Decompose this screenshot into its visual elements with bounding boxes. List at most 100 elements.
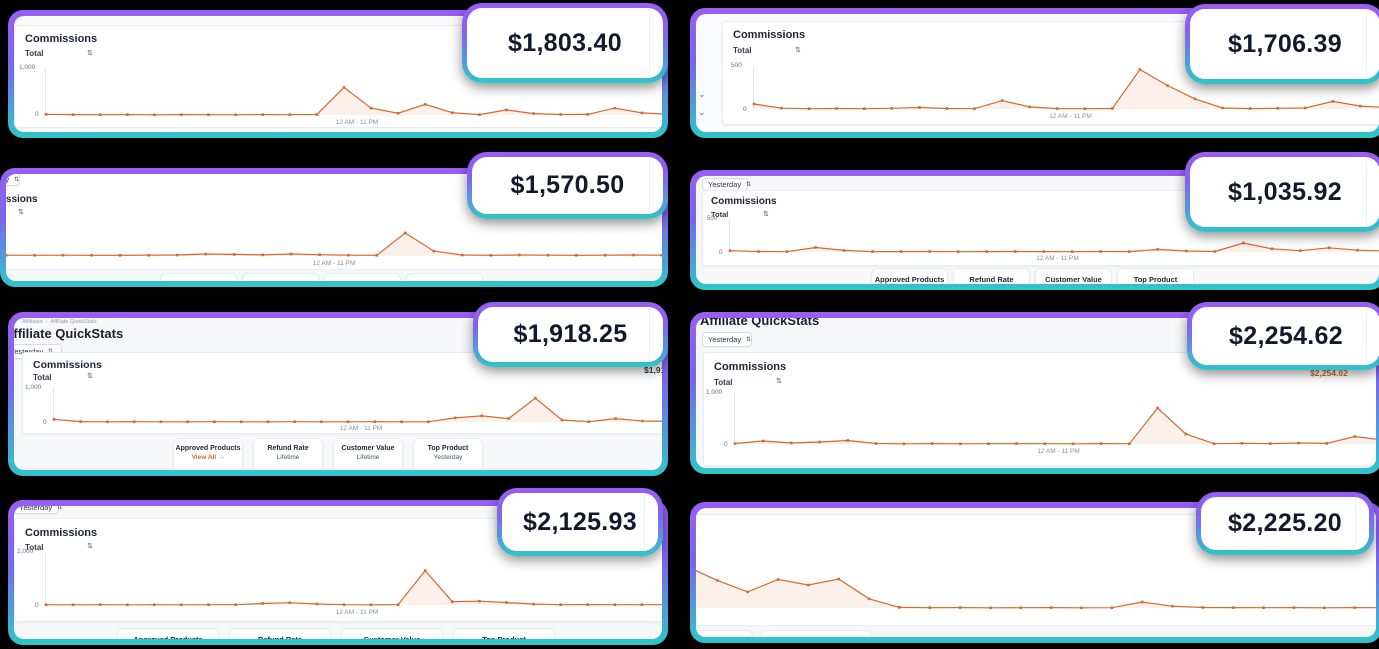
period-dropdown[interactable]: Yesterday ⇅ — [702, 332, 752, 347]
quickstats-tab-approved-products[interactable]: Approved Products View All → — [117, 628, 219, 639]
chevron-down-icon[interactable]: ⌄ — [698, 107, 706, 117]
dashboard-panel-5: Affiliates › Affiliate QuickStats Affiliat… — [8, 312, 668, 476]
sort-icon[interactable]: ⇅ — [87, 50, 93, 57]
dashboard-panel-4: Yesterday ⇅ Commissions Total ⇅ 500 0 12… — [690, 170, 1379, 290]
sort-icon[interactable]: ⇅ — [795, 47, 801, 54]
y-axis-max-label: 1,000 — [19, 64, 36, 71]
commissions-chart — [728, 219, 1379, 253]
metric-label: Total — [25, 49, 44, 58]
y-axis-zero-label: 0 — [35, 111, 39, 118]
quickstats-tab-customer-value[interactable]: Customer Value Lifetime — [696, 630, 753, 637]
sort-icon[interactable]: ⇅ — [87, 543, 93, 550]
badge-amount: $1,918.25 — [513, 320, 628, 348]
commissions-card: Commissions Total ⇅ 1,000 0 12 AM - 11 P… — [703, 352, 1376, 466]
commissions-title: Commissions — [733, 29, 806, 41]
tab-title: Approved Products — [874, 275, 945, 284]
commissions-title: Commissions — [714, 361, 787, 373]
tab-subtitle: View All → — [191, 454, 225, 461]
period-dropdown-label: Yesterday — [708, 335, 742, 344]
period-dropdown[interactable]: Yesterday ⇅ — [14, 506, 62, 514]
quickstats-tab-refund-rate[interactable]: Refund Rate Lifetime — [953, 268, 1030, 284]
commissions-chart — [752, 66, 1379, 110]
period-dropdown-label: Yesterday — [6, 174, 10, 184]
commissions-title: Commissions — [25, 527, 98, 539]
badge-amount: $2,225.20 — [1228, 509, 1342, 537]
quickstats-tab-approved-products[interactable]: Approved Products View All → — [173, 438, 243, 470]
quickstats-tab-customer-value[interactable]: Customer Value Lifetime — [324, 273, 401, 281]
commission-total-badge: $2,225.20 — [1196, 492, 1374, 555]
commission-total-badge: $2,125.93 — [497, 488, 663, 556]
quickstats-tab-top-product[interactable]: Top Product Yesterday — [1117, 268, 1194, 284]
commissions-title: Commissions — [6, 194, 38, 205]
metric-label: Total — [711, 210, 729, 219]
commissions-card: Commissions Total ⇅ 1,000 0 12 AM - 11 P… — [22, 352, 662, 434]
badge-amount: $2,125.93 — [523, 507, 637, 536]
quickstats-tab-top-product[interactable]: Top Product Yesterday — [406, 273, 483, 281]
y-axis-max-label: 1,000 — [25, 384, 42, 391]
tab-title: Refund Rate — [230, 635, 330, 639]
y-axis-zero-label: 0 — [719, 249, 723, 256]
tab-title: Customer Value — [341, 445, 395, 452]
quickstats-tab-refund-rate[interactable]: Refund Rate Lifetime — [253, 438, 323, 470]
select-caret-icon: ⇅ — [14, 176, 20, 183]
x-axis-label: 12 AM - 11 PM — [335, 119, 379, 126]
commission-total-badge: $1,570.50 — [467, 152, 668, 219]
tab-title: Customer Value — [1045, 275, 1102, 284]
badge-amount: $1,706.39 — [1228, 29, 1342, 58]
badge-amount: $1,570.50 — [510, 171, 625, 199]
quickstats-tab-customer-value[interactable]: Customer Value Lifetime — [341, 628, 443, 639]
quickstats-tab-top-product[interactable]: Top Product Yesterday — [761, 630, 871, 637]
sort-icon[interactable]: ⇅ — [87, 373, 93, 380]
tab-title: Approved Products — [161, 280, 236, 281]
y-axis-max-label: 1,000 — [706, 389, 723, 396]
metric-label: Total — [714, 378, 733, 387]
quickstats-tab-approved-products[interactable]: Approved Products View All → — [160, 273, 237, 281]
y-axis-max-label: 500 — [707, 216, 718, 222]
tab-title: Refund Rate — [243, 280, 318, 281]
metric-label: Total — [25, 543, 44, 552]
metric-label: Total — [733, 46, 752, 55]
quickstats-tab-approved-products[interactable]: Approved Products View All → — [871, 268, 948, 284]
breadcrumb[interactable]: Affiliates › Affiliate QuickStats — [22, 319, 100, 325]
period-dropdown-label: Yesterday — [708, 180, 742, 189]
tab-title: Customer Value — [342, 635, 442, 639]
period-dropdown-label: Yesterday — [19, 506, 53, 512]
quickstats-tab-top-product[interactable]: Top Product Yesterday — [453, 628, 555, 639]
commissions-chart — [44, 68, 662, 117]
y-axis-zero-label: 0 — [35, 602, 39, 609]
tab-title: Top Product — [1133, 275, 1178, 284]
commissions-total-value: $2,254.62 — [1310, 368, 1348, 378]
sort-icon[interactable]: ⇅ — [776, 378, 782, 385]
commission-total-badge: $1,918.25 — [473, 302, 668, 367]
page-title: Affiliate QuickStats — [700, 318, 820, 328]
tab-title: Customer Value — [325, 280, 400, 281]
tab-subtitle: Lifetime — [356, 454, 380, 461]
commissions-title: Commissions — [25, 33, 98, 45]
quickstats-tab-top-product[interactable]: Top Product Yesterday — [413, 438, 483, 470]
x-axis-label: 12 AM - 11 PM — [312, 260, 356, 267]
y-axis-zero-label: 0 — [743, 106, 747, 113]
commissions-chart — [52, 387, 662, 424]
sort-icon[interactable]: ⇅ — [18, 209, 24, 216]
x-axis-label: 12 AM - 11 PM — [1049, 113, 1092, 120]
tab-subtitle: Lifetime — [276, 454, 300, 461]
sort-icon[interactable]: ⇅ — [763, 211, 769, 218]
tab-title: Top Product — [454, 635, 554, 639]
commissions-total-value: $1,918.25 — [644, 365, 662, 375]
breadcrumb-separator: › — [45, 319, 48, 325]
quickstats-tab-refund-rate[interactable]: Refund Rate Lifetime — [229, 628, 331, 639]
chevron-down-icon[interactable]: ⌄ — [698, 89, 706, 99]
y-axis-zero-label: 0 — [724, 441, 728, 448]
period-dropdown[interactable]: Yesterday ⇅ — [6, 174, 20, 186]
quickstats-tab-customer-value[interactable]: Customer Value Lifetime — [333, 438, 403, 470]
select-caret-icon: ⇅ — [746, 182, 752, 188]
quickstats-tab-customer-value[interactable]: Customer Value Lifetime — [1035, 268, 1112, 284]
tab-subtitle: Yesterday — [433, 454, 463, 461]
quickstats-tab-refund-rate[interactable]: Refund Rate Lifetime — [242, 273, 319, 281]
breadcrumb-parent[interactable]: Affiliates — [22, 319, 43, 325]
commissions-chart — [44, 553, 662, 607]
x-axis-label: 12 AM - 11 PM — [1037, 448, 1080, 455]
commissions-chart — [733, 393, 1376, 446]
commission-total-badge: $1,706.39 — [1185, 4, 1379, 84]
y-axis-max-label: 2,000 — [17, 548, 34, 555]
